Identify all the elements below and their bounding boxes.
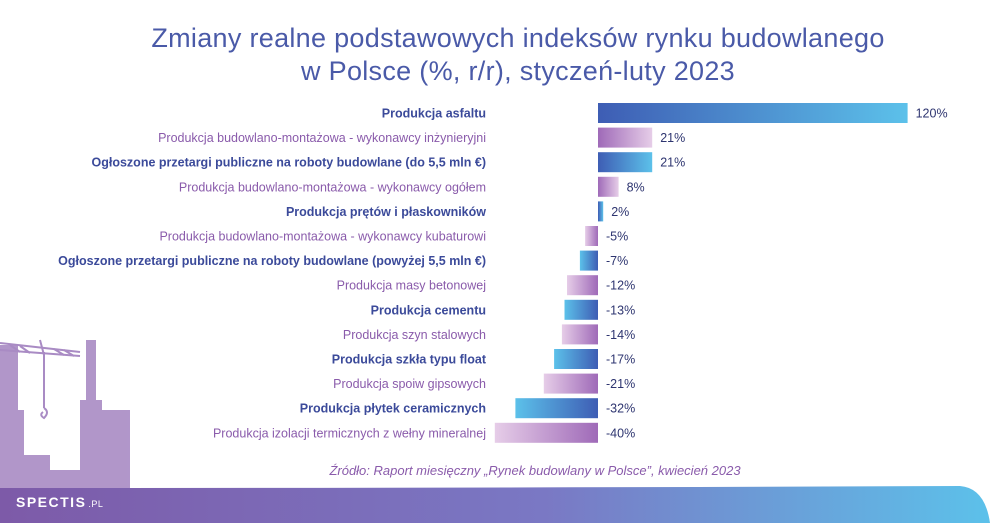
value-label-13: -40%	[606, 426, 635, 440]
value-label-8: -13%	[606, 303, 635, 317]
bar-0	[598, 103, 908, 123]
footer-ribbon	[0, 486, 990, 523]
category-label-2: Ogłoszone przetargi publiczne na roboty …	[92, 156, 486, 170]
value-label-1: 21%	[660, 131, 685, 145]
value-label-7: -12%	[606, 279, 635, 293]
bar-8	[564, 299, 598, 320]
spectis-logo: SPECTIS .PL	[16, 494, 103, 510]
bar-3	[598, 176, 619, 197]
bar-9	[561, 324, 598, 345]
category-label-9: Produkcja szyn stalowych	[343, 328, 486, 342]
bar-11	[543, 373, 598, 394]
value-label-3: 8%	[627, 180, 645, 194]
value-label-11: -21%	[606, 377, 635, 391]
value-label-4: 2%	[611, 205, 629, 219]
chart-title-line-2: w Polsce (%, r/r), styczeń-luty 2023	[301, 56, 735, 86]
category-label-1: Produkcja budowlano-montażowa - wykonawc…	[158, 131, 486, 145]
value-label-6: -7%	[606, 254, 628, 268]
category-label-3: Produkcja budowlano-montażowa - wykonawc…	[179, 180, 486, 194]
bar-5	[585, 226, 598, 246]
logo-name: SPECTIS	[16, 494, 87, 510]
bar-13	[494, 422, 598, 443]
value-label-9: -14%	[606, 328, 635, 342]
category-label-6: Ogłoszone przetargi publiczne na roboty …	[58, 254, 486, 268]
value-label-0: 120%	[916, 107, 948, 121]
bar-4	[598, 201, 604, 222]
category-label-10: Produkcja szkła typu float	[332, 353, 487, 367]
value-label-10: -17%	[606, 353, 635, 367]
category-label-13: Produkcja izolacji termicznych z wełny m…	[213, 426, 486, 440]
category-label-5: Produkcja budowlano-montażowa - wykonawc…	[159, 230, 486, 244]
category-label-12: Produkcja płytek ceramicznych	[300, 402, 486, 416]
bar-12	[515, 398, 598, 419]
source-note: Źródło: Raport miesięczny „Rynek budowla…	[329, 463, 741, 478]
logo-suffix: .PL	[88, 499, 104, 509]
bar-2	[598, 152, 653, 173]
category-label-8: Produkcja cementu	[371, 303, 486, 317]
bar-10	[554, 349, 598, 369]
chart-title-line-1: Zmiany realne podstawowych indeksów rynk…	[151, 23, 885, 53]
bar-7	[567, 275, 598, 296]
category-label-0: Produkcja asfaltu	[382, 107, 486, 121]
value-label-5: -5%	[606, 230, 628, 244]
bars-layer: Produkcja asfaltu 120% Produkcja budowlano…	[58, 103, 948, 443]
bar-6	[579, 250, 598, 271]
value-label-2: 21%	[660, 156, 685, 170]
crane-icon	[0, 339, 81, 420]
category-label-11: Produkcja spoiw gipsowych	[333, 377, 486, 391]
category-label-4: Produkcja prętów i płaskowników	[286, 205, 486, 219]
bar-1	[598, 127, 653, 148]
category-label-7: Produkcja masy betonowej	[337, 279, 486, 293]
value-label-12: -32%	[606, 402, 635, 416]
chart-title: Zmiany realne podstawowych indeksów rynk…	[0, 22, 1000, 88]
